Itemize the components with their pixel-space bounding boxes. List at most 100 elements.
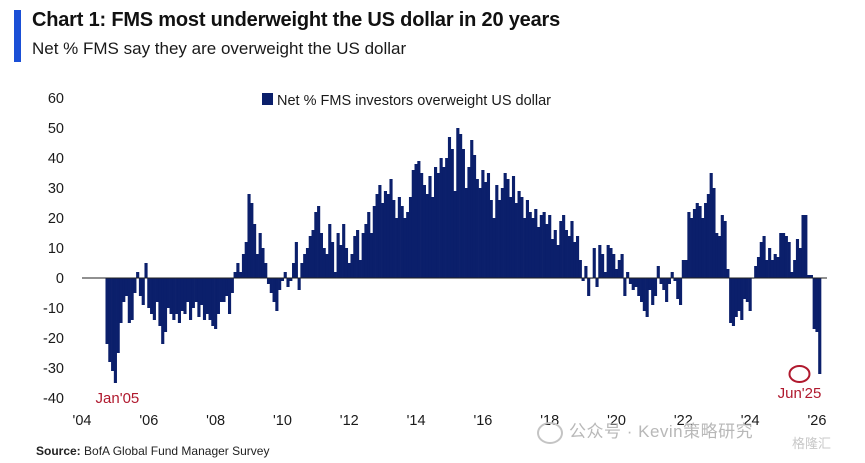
- bar: [528, 212, 532, 278]
- bar: [667, 278, 671, 284]
- bar: [729, 278, 733, 323]
- bar: [136, 272, 140, 278]
- bar: [266, 278, 271, 284]
- bar: [330, 242, 335, 278]
- bar: [383, 191, 388, 278]
- chart-subtitle: Net % FMS say they are overweight the US…: [32, 39, 407, 58]
- source-label: Source:: [36, 444, 81, 458]
- bar: [765, 260, 769, 278]
- bar: [289, 278, 293, 281]
- bar: [695, 203, 699, 278]
- bar: [807, 275, 811, 278]
- bar: [389, 179, 393, 278]
- bar: [459, 134, 463, 278]
- bar: [350, 254, 354, 278]
- bar: [698, 206, 702, 278]
- source-text: BofA Global Fund Manager Survey: [84, 444, 270, 458]
- x-tick-label: '12: [340, 413, 359, 429]
- bar: [573, 242, 577, 278]
- bar: [489, 200, 493, 278]
- bar: [787, 242, 791, 278]
- bar: [375, 194, 379, 278]
- bar: [734, 278, 738, 317]
- bar: [200, 278, 204, 305]
- bar: [280, 278, 285, 281]
- bar: [311, 230, 315, 278]
- bar: [175, 278, 179, 314]
- bar: [111, 278, 115, 371]
- bar: [297, 278, 301, 290]
- x-tick-label: '22: [674, 413, 693, 429]
- bar: [225, 278, 229, 296]
- bar: [283, 272, 287, 278]
- bar: [222, 278, 226, 302]
- bar: [261, 248, 265, 278]
- bar: [614, 269, 619, 278]
- bar: [253, 224, 257, 278]
- chart-annotations: Jan'05 Jun'25: [96, 365, 822, 407]
- bar: [548, 215, 552, 278]
- bar: [759, 242, 763, 278]
- bar: [356, 230, 360, 278]
- bar: [417, 161, 421, 278]
- bar: [166, 278, 170, 308]
- y-tick-label: 60: [48, 91, 64, 107]
- bar: [495, 185, 499, 278]
- bar: [436, 173, 440, 278]
- bar: [662, 278, 666, 290]
- bar: [386, 194, 390, 278]
- bar: [475, 179, 479, 278]
- bar: [801, 215, 805, 278]
- watermark-text: 公众号 · Kevin策略研究: [569, 422, 754, 441]
- bar: [367, 212, 371, 278]
- bar: [414, 164, 418, 278]
- annotation-jun25: Jun'25: [778, 385, 822, 402]
- bar: [790, 272, 794, 278]
- bar: [812, 278, 816, 329]
- bar: [690, 218, 694, 278]
- bar: [745, 278, 749, 302]
- bar: [122, 278, 126, 302]
- bar: [227, 278, 232, 314]
- bar: [631, 278, 635, 290]
- bar: [172, 278, 176, 320]
- bar: [670, 272, 674, 278]
- bar: [542, 212, 546, 278]
- bar: [425, 194, 429, 278]
- bar: [300, 263, 304, 278]
- y-tick-label: 10: [48, 241, 64, 257]
- y-tick-label: 30: [48, 181, 64, 197]
- bar: [653, 278, 658, 296]
- bar: [606, 245, 610, 278]
- bar: [336, 233, 340, 278]
- bar: [189, 278, 193, 320]
- bar: [525, 200, 529, 278]
- bar: [754, 266, 758, 278]
- bar: [681, 260, 685, 278]
- bar: [447, 137, 452, 278]
- bar: [637, 278, 641, 296]
- bar: [623, 278, 627, 296]
- bar: [308, 236, 312, 278]
- bar: [133, 278, 137, 293]
- bar: [651, 278, 655, 305]
- bar: [603, 272, 607, 278]
- bar: [581, 278, 585, 281]
- bar: [503, 173, 507, 278]
- bar: [567, 236, 571, 278]
- annotation-circle: [788, 365, 811, 383]
- bar: [545, 224, 549, 278]
- x-tick-label: '16: [473, 413, 492, 429]
- legend-swatch: [262, 93, 273, 105]
- bar: [364, 224, 368, 278]
- bar: [782, 233, 786, 278]
- bar: [562, 215, 566, 278]
- bar: [317, 206, 321, 278]
- bar: [720, 215, 724, 278]
- bar: [119, 278, 123, 323]
- bar: [158, 278, 162, 326]
- bar: [467, 167, 471, 278]
- bar: [642, 278, 646, 311]
- bar: [442, 167, 446, 278]
- bar: [400, 206, 404, 278]
